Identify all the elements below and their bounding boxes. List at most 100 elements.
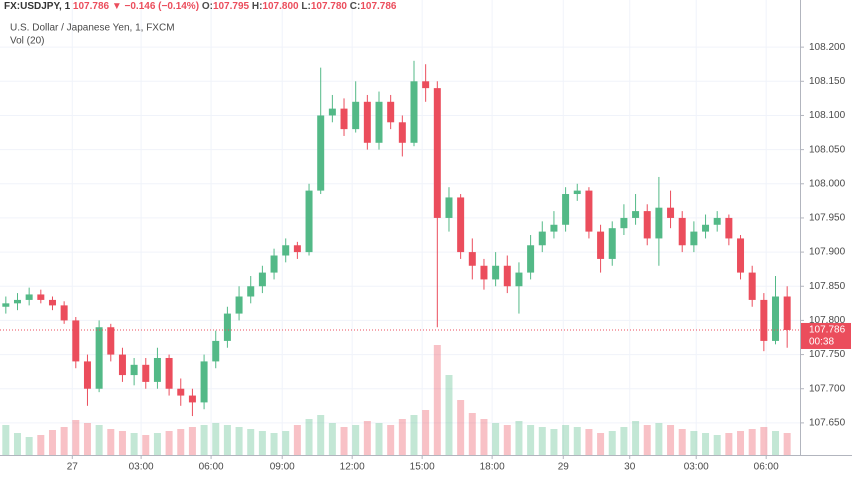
candle-body — [737, 238, 745, 273]
volume-bar — [585, 429, 593, 455]
volume-bar — [153, 433, 161, 455]
o-label: O: — [202, 1, 213, 12]
y-tick-label: 107.800 — [809, 315, 846, 326]
volume-bar — [340, 427, 348, 455]
candle-body — [317, 115, 325, 191]
candle-body — [95, 327, 103, 389]
volume-bar — [83, 423, 91, 455]
volume-bar — [468, 413, 476, 455]
l-label: L: — [301, 1, 310, 12]
volume-bar — [130, 433, 138, 455]
l-value: 107.780 — [311, 1, 348, 12]
volume-bar — [457, 400, 465, 455]
o-value: 107.795 — [213, 1, 250, 12]
h-label: H: — [252, 1, 263, 12]
x-tick-label: 30 — [624, 462, 636, 473]
volume-bar — [690, 431, 698, 455]
volume-bar — [713, 435, 721, 455]
candle-body — [748, 272, 756, 300]
volume-bar — [748, 429, 756, 455]
last-price-label: 107.786 — [809, 325, 846, 336]
candle-body — [667, 207, 675, 218]
candle-body — [585, 190, 593, 232]
y-tick-label: 108.100 — [809, 110, 846, 121]
candle-body — [282, 245, 290, 256]
volume-bar — [60, 427, 68, 455]
candle-body — [107, 327, 115, 355]
volume-bar — [433, 345, 441, 455]
volume-bar — [375, 423, 383, 455]
candle-body — [608, 228, 616, 259]
volume-bar — [492, 423, 500, 455]
volume-bar — [177, 429, 185, 455]
volume-bar — [760, 427, 768, 455]
candle-body — [328, 108, 336, 116]
candle-body — [165, 357, 173, 389]
candle-body — [620, 217, 628, 229]
volume-bar — [212, 423, 220, 455]
candle-body — [573, 190, 581, 195]
y-tick-label: 108.050 — [809, 144, 846, 155]
candle-body — [422, 81, 430, 89]
volume-bar — [503, 425, 511, 455]
candle-body — [200, 361, 208, 403]
candle-body — [247, 286, 255, 297]
volume-bar — [527, 425, 535, 455]
candle-body — [468, 252, 476, 266]
change: ▼ −0.146 (−0.14%) — [112, 1, 199, 12]
volume-bar — [550, 429, 558, 455]
y-tick-label: 107.750 — [809, 349, 846, 360]
candle-body — [457, 197, 465, 253]
last-price-box — [801, 322, 851, 349]
volume-bar — [398, 419, 406, 455]
candle-body — [188, 395, 196, 403]
volume-label: Vol (20) — [10, 36, 44, 47]
y-tick-label: 108.000 — [809, 178, 846, 189]
x-tick-label: 09:00 — [270, 462, 295, 473]
candle-body — [352, 101, 360, 130]
candle-body — [48, 299, 56, 306]
candle-body — [515, 272, 523, 287]
candle-body — [713, 217, 721, 225]
volume-bar — [538, 427, 546, 455]
y-tick-label: 107.700 — [809, 383, 846, 394]
volume-bar — [317, 415, 325, 455]
candle-body — [410, 81, 418, 143]
volume-bar — [480, 419, 488, 455]
candle-body — [363, 101, 371, 143]
c-value: 107.786 — [360, 1, 397, 12]
y-tick-label: 107.850 — [809, 281, 846, 292]
candle-body — [212, 340, 220, 362]
volume-bar — [515, 421, 523, 455]
candle-body — [153, 357, 161, 382]
volume-bar — [562, 425, 570, 455]
x-tick-label: 15:00 — [410, 462, 435, 473]
candle-body — [725, 217, 733, 239]
volume-bar — [725, 433, 733, 455]
volume-bar — [247, 429, 255, 455]
candle-body — [562, 194, 570, 225]
candle-body — [60, 305, 68, 321]
x-tick-label: 27 — [67, 462, 79, 473]
countdown: 00:38 — [809, 337, 834, 348]
volume-bar — [387, 425, 395, 455]
candle-body — [480, 265, 488, 280]
candle-body — [445, 197, 453, 218]
volume-bar — [13, 433, 21, 455]
candle-body — [503, 265, 511, 287]
candle-body — [83, 361, 91, 389]
volume-bar — [573, 427, 581, 455]
volume-bar — [620, 427, 628, 455]
candle-body — [678, 217, 686, 246]
candle-body — [293, 245, 301, 253]
volume-bar — [608, 431, 616, 455]
volume-bar — [235, 427, 243, 455]
volume-bar — [200, 425, 208, 455]
candle-body — [433, 88, 441, 218]
volume-layer — [2, 345, 791, 455]
candle-body — [632, 211, 640, 218]
candle-layer — [2, 60, 791, 417]
candle-body — [643, 211, 651, 239]
symbol: FX:USDJPY, 1 — [4, 1, 71, 12]
subtitle: U.S. Dollar / Japanese Yen, 1, FXCM — [10, 23, 175, 34]
